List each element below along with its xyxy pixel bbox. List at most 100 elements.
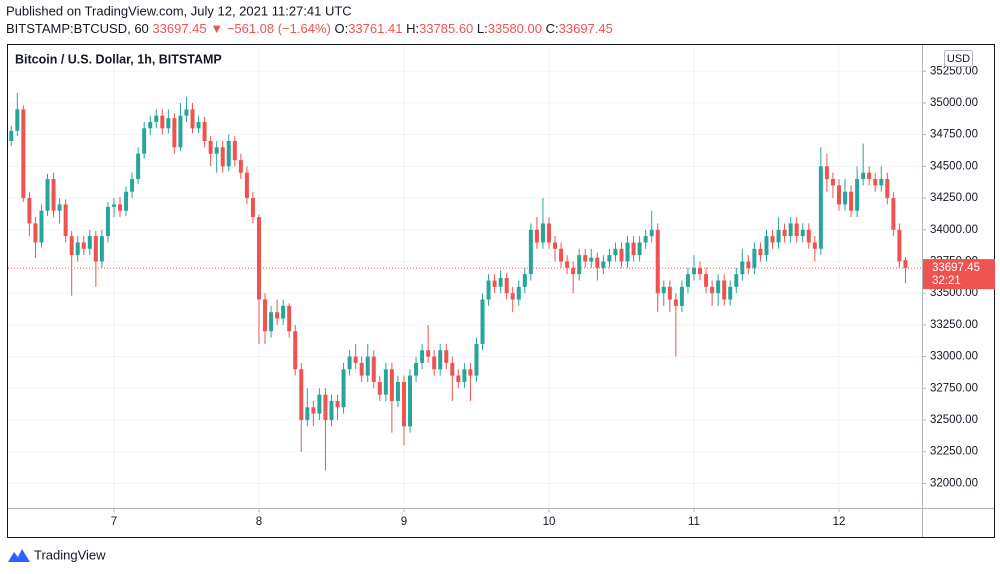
candle-body (480, 299, 485, 344)
x-tick-label: 12 (833, 516, 846, 528)
candle-body (202, 121, 207, 141)
candle-body (704, 274, 709, 287)
candle-body (474, 343, 479, 376)
candle-body (649, 229, 654, 237)
candle-body (323, 394, 328, 420)
candle-body (740, 261, 745, 275)
candle-body (782, 229, 787, 237)
candle-body (849, 191, 854, 211)
candle-body (498, 277, 503, 287)
candle-body (891, 198, 896, 230)
candle-body (867, 172, 872, 180)
candle-body (15, 109, 20, 131)
candle-body (311, 407, 316, 414)
ohlc-value: 33761.41 (348, 21, 402, 36)
candle-body (105, 206, 110, 237)
candle-body (673, 299, 678, 306)
candle-body (148, 121, 153, 129)
price-change: ▼ −561.08 (−1.64%) (210, 21, 331, 36)
candle-body (341, 369, 346, 408)
candle-body (426, 350, 431, 357)
x-tick-label: 7 (111, 516, 117, 528)
ohlc-label: L: (477, 21, 488, 36)
candle-body (879, 179, 884, 186)
candle-body (589, 257, 594, 262)
candle-body (401, 381, 406, 427)
candle-body (244, 172, 249, 199)
candle-body (836, 185, 841, 205)
candle-body (679, 286, 684, 306)
candle-body (377, 381, 382, 395)
y-tick-label: 32250.00 (930, 446, 978, 458)
candle-body (118, 204, 123, 211)
candle-body (873, 179, 878, 186)
x-tick-label: 9 (401, 516, 407, 528)
candle-body (317, 394, 322, 414)
candles (8, 92, 922, 471)
candle-body (565, 261, 570, 268)
candle-body (607, 255, 612, 262)
candle-body (335, 400, 340, 408)
candle-body (178, 115, 183, 148)
candle-body (111, 204, 116, 207)
price-tag-countdown: 32:21 (932, 275, 961, 287)
candle-body (655, 229, 660, 294)
candle-body (818, 166, 823, 249)
candle-body (722, 280, 727, 300)
candle-body (619, 248, 624, 262)
x-tick-label: 11 (688, 516, 700, 528)
candle-body (21, 109, 26, 199)
candle-body (685, 274, 690, 287)
candle-body (329, 400, 334, 420)
y-tick-label: 34000.00 (930, 224, 978, 236)
candle-body (160, 115, 165, 129)
y-tick-label: 32750.00 (930, 382, 978, 394)
axes: 32000.00 32250.00 32500.00 32750.00 33000.00… (111, 65, 978, 528)
candle-body (9, 130, 14, 141)
published-line: Published on TradingView.com, July 12, 2… (6, 3, 352, 18)
candle-body (75, 242, 80, 256)
candle-body (432, 356, 437, 370)
currency-box (944, 50, 973, 67)
candle-body (691, 267, 696, 275)
candle-body (855, 179, 860, 211)
candle-body (843, 191, 848, 205)
x-tick-label: 10 (543, 516, 556, 528)
candle-body (226, 140, 231, 167)
candle-body (830, 179, 835, 186)
candle-body (456, 375, 461, 382)
candle-body (220, 147, 225, 167)
candle-body (136, 153, 141, 180)
ohlc-label: C: (546, 21, 559, 36)
footer-brand: TradingView (34, 547, 106, 562)
candle-body (728, 286, 733, 300)
candle-body (764, 236, 769, 256)
candle-body (395, 381, 400, 401)
ohlc-value: 33697.45 (559, 21, 613, 36)
candle-body (800, 229, 805, 237)
candle-body (269, 312, 274, 332)
candle-body (577, 255, 582, 275)
candle-body (238, 160, 243, 173)
candle-body (583, 255, 588, 262)
candle-body (613, 248, 618, 256)
candle-body (812, 242, 817, 249)
candle-body (93, 236, 98, 262)
footer-logo (8, 549, 30, 562)
candle-body (438, 350, 443, 370)
logo-icon (8, 549, 30, 562)
candle-body (794, 223, 799, 237)
candle-body (45, 179, 50, 211)
candle-body (154, 115, 159, 122)
ohlc-value: 33580.00 (488, 21, 542, 36)
candle-body (69, 236, 74, 256)
candle-body (788, 223, 793, 237)
candle-body (546, 223, 551, 243)
candle-body (256, 217, 261, 300)
y-tick-label: 34250.00 (930, 192, 978, 204)
chart-title: Bitcoin / U.S. Dollar, 1h, BITSTAMP (15, 52, 222, 66)
candle-body (444, 350, 449, 363)
candle-body (504, 277, 509, 294)
